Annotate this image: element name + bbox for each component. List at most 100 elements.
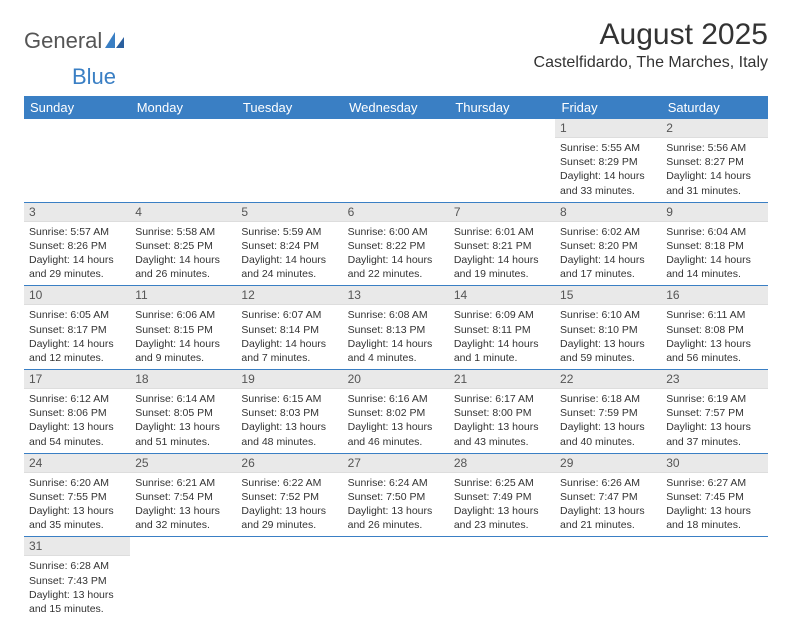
day-number: 18: [130, 370, 236, 389]
day-details: Sunrise: 6:26 AMSunset: 7:47 PMDaylight:…: [555, 473, 661, 537]
calendar-cell: 18Sunrise: 6:14 AMSunset: 8:05 PMDayligh…: [130, 370, 236, 454]
calendar-cell: 5Sunrise: 5:59 AMSunset: 8:24 PMDaylight…: [236, 202, 342, 286]
day-details: Sunrise: 6:08 AMSunset: 8:13 PMDaylight:…: [343, 305, 449, 369]
day-number: 25: [130, 454, 236, 473]
calendar-cell: 14Sunrise: 6:09 AMSunset: 8:11 PMDayligh…: [449, 286, 555, 370]
day-number: 22: [555, 370, 661, 389]
weekday-header: Thursday: [449, 96, 555, 119]
calendar-cell: 6Sunrise: 6:00 AMSunset: 8:22 PMDaylight…: [343, 202, 449, 286]
calendar-cell: [343, 119, 449, 202]
day-number: 17: [24, 370, 130, 389]
day-details: Sunrise: 6:18 AMSunset: 7:59 PMDaylight:…: [555, 389, 661, 453]
calendar-row: 10Sunrise: 6:05 AMSunset: 8:17 PMDayligh…: [24, 286, 768, 370]
day-number: 26: [236, 454, 342, 473]
weekday-header: Friday: [555, 96, 661, 119]
weekday-header: Monday: [130, 96, 236, 119]
location: Castelfidardo, The Marches, Italy: [534, 54, 768, 72]
day-number: 20: [343, 370, 449, 389]
calendar-cell: [236, 537, 342, 620]
calendar-row: 3Sunrise: 5:57 AMSunset: 8:26 PMDaylight…: [24, 202, 768, 286]
day-details: Sunrise: 6:06 AMSunset: 8:15 PMDaylight:…: [130, 305, 236, 369]
day-details: Sunrise: 5:59 AMSunset: 8:24 PMDaylight:…: [236, 222, 342, 286]
day-details: Sunrise: 6:22 AMSunset: 7:52 PMDaylight:…: [236, 473, 342, 537]
calendar-cell: 25Sunrise: 6:21 AMSunset: 7:54 PMDayligh…: [130, 453, 236, 537]
logo-text-blue: Blue: [72, 64, 116, 90]
logo: General: [24, 18, 126, 54]
day-details: Sunrise: 6:07 AMSunset: 8:14 PMDaylight:…: [236, 305, 342, 369]
day-details: Sunrise: 5:57 AMSunset: 8:26 PMDaylight:…: [24, 222, 130, 286]
calendar-cell: [236, 119, 342, 202]
calendar-cell: 3Sunrise: 5:57 AMSunset: 8:26 PMDaylight…: [24, 202, 130, 286]
day-number: 11: [130, 286, 236, 305]
day-number: 15: [555, 286, 661, 305]
logo-text-general: General: [24, 28, 102, 54]
day-number: 8: [555, 203, 661, 222]
day-number: 12: [236, 286, 342, 305]
day-number: 29: [555, 454, 661, 473]
day-number: 4: [130, 203, 236, 222]
calendar-cell: 31Sunrise: 6:28 AMSunset: 7:43 PMDayligh…: [24, 537, 130, 620]
logo-sail-icon: [102, 28, 126, 54]
calendar-cell: 11Sunrise: 6:06 AMSunset: 8:15 PMDayligh…: [130, 286, 236, 370]
day-number: 23: [661, 370, 767, 389]
day-number: 28: [449, 454, 555, 473]
day-details: Sunrise: 6:00 AMSunset: 8:22 PMDaylight:…: [343, 222, 449, 286]
day-number: 27: [343, 454, 449, 473]
day-number: 6: [343, 203, 449, 222]
calendar-cell: 21Sunrise: 6:17 AMSunset: 8:00 PMDayligh…: [449, 370, 555, 454]
day-details: Sunrise: 6:15 AMSunset: 8:03 PMDaylight:…: [236, 389, 342, 453]
calendar-cell: 22Sunrise: 6:18 AMSunset: 7:59 PMDayligh…: [555, 370, 661, 454]
day-details: Sunrise: 6:24 AMSunset: 7:50 PMDaylight:…: [343, 473, 449, 537]
calendar-cell: [130, 119, 236, 202]
calendar-cell: 28Sunrise: 6:25 AMSunset: 7:49 PMDayligh…: [449, 453, 555, 537]
day-number: 10: [24, 286, 130, 305]
weekday-header: Sunday: [24, 96, 130, 119]
day-details: Sunrise: 5:58 AMSunset: 8:25 PMDaylight:…: [130, 222, 236, 286]
weekday-header: Wednesday: [343, 96, 449, 119]
day-number: 3: [24, 203, 130, 222]
calendar-row: 31Sunrise: 6:28 AMSunset: 7:43 PMDayligh…: [24, 537, 768, 620]
day-details: Sunrise: 6:21 AMSunset: 7:54 PMDaylight:…: [130, 473, 236, 537]
calendar-cell: 26Sunrise: 6:22 AMSunset: 7:52 PMDayligh…: [236, 453, 342, 537]
calendar-cell: 10Sunrise: 6:05 AMSunset: 8:17 PMDayligh…: [24, 286, 130, 370]
day-details: Sunrise: 6:01 AMSunset: 8:21 PMDaylight:…: [449, 222, 555, 286]
calendar-row: 24Sunrise: 6:20 AMSunset: 7:55 PMDayligh…: [24, 453, 768, 537]
day-details: Sunrise: 5:56 AMSunset: 8:27 PMDaylight:…: [661, 138, 767, 202]
day-number: 31: [24, 537, 130, 556]
day-number: 5: [236, 203, 342, 222]
calendar-cell: 2Sunrise: 5:56 AMSunset: 8:27 PMDaylight…: [661, 119, 767, 202]
month-title: August 2025: [534, 18, 768, 52]
weekday-header: Tuesday: [236, 96, 342, 119]
calendar-cell: 30Sunrise: 6:27 AMSunset: 7:45 PMDayligh…: [661, 453, 767, 537]
calendar-cell: [449, 537, 555, 620]
calendar-cell: [661, 537, 767, 620]
day-details: Sunrise: 6:09 AMSunset: 8:11 PMDaylight:…: [449, 305, 555, 369]
calendar-cell: 23Sunrise: 6:19 AMSunset: 7:57 PMDayligh…: [661, 370, 767, 454]
day-number: 21: [449, 370, 555, 389]
calendar-cell: 7Sunrise: 6:01 AMSunset: 8:21 PMDaylight…: [449, 202, 555, 286]
day-details: Sunrise: 6:19 AMSunset: 7:57 PMDaylight:…: [661, 389, 767, 453]
day-details: Sunrise: 6:20 AMSunset: 7:55 PMDaylight:…: [24, 473, 130, 537]
day-number: 1: [555, 119, 661, 138]
calendar-cell: [130, 537, 236, 620]
calendar-cell: 12Sunrise: 6:07 AMSunset: 8:14 PMDayligh…: [236, 286, 342, 370]
calendar-cell: 19Sunrise: 6:15 AMSunset: 8:03 PMDayligh…: [236, 370, 342, 454]
calendar-cell: [555, 537, 661, 620]
day-number: 19: [236, 370, 342, 389]
day-details: Sunrise: 6:11 AMSunset: 8:08 PMDaylight:…: [661, 305, 767, 369]
day-number: 30: [661, 454, 767, 473]
calendar-cell: [24, 119, 130, 202]
calendar-cell: 20Sunrise: 6:16 AMSunset: 8:02 PMDayligh…: [343, 370, 449, 454]
calendar-cell: 27Sunrise: 6:24 AMSunset: 7:50 PMDayligh…: [343, 453, 449, 537]
day-details: Sunrise: 6:12 AMSunset: 8:06 PMDaylight:…: [24, 389, 130, 453]
calendar-cell: 16Sunrise: 6:11 AMSunset: 8:08 PMDayligh…: [661, 286, 767, 370]
day-details: Sunrise: 6:14 AMSunset: 8:05 PMDaylight:…: [130, 389, 236, 453]
day-details: Sunrise: 6:25 AMSunset: 7:49 PMDaylight:…: [449, 473, 555, 537]
day-number: 16: [661, 286, 767, 305]
calendar-cell: 24Sunrise: 6:20 AMSunset: 7:55 PMDayligh…: [24, 453, 130, 537]
day-details: Sunrise: 6:17 AMSunset: 8:00 PMDaylight:…: [449, 389, 555, 453]
day-number: 13: [343, 286, 449, 305]
calendar-cell: 8Sunrise: 6:02 AMSunset: 8:20 PMDaylight…: [555, 202, 661, 286]
page: General August 2025 Castelfidardo, The M…: [0, 0, 792, 620]
day-number: 14: [449, 286, 555, 305]
